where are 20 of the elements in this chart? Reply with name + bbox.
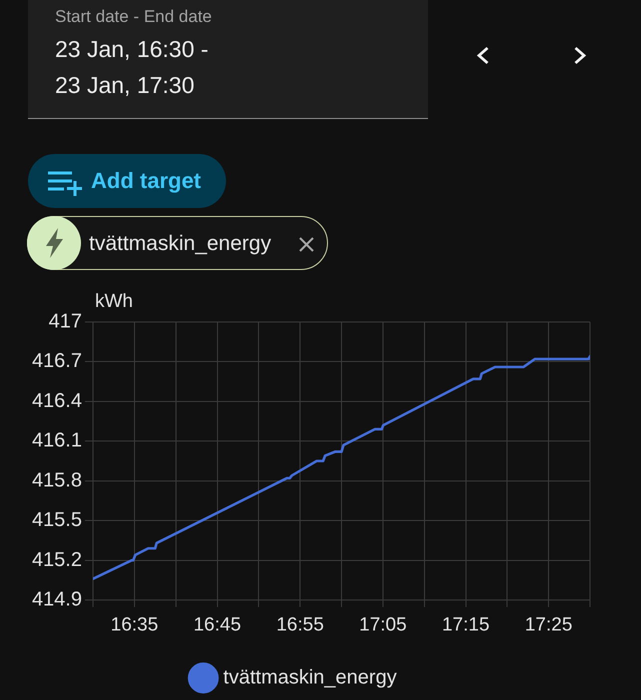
y-tick-label: 416.4 bbox=[32, 390, 82, 412]
text: tvättmaskin_energy bbox=[89, 230, 272, 256]
y-tick-label: 415.2 bbox=[32, 548, 82, 571]
text: Add target bbox=[91, 167, 201, 195]
text: Start date - End date bbox=[55, 6, 212, 27]
y-tick-label: 415.8 bbox=[32, 469, 82, 492]
legend-label: tvättmaskin_energy bbox=[223, 666, 397, 689]
x-tick-label: 17:15 bbox=[442, 614, 490, 636]
y-axis-title: kWh bbox=[95, 291, 133, 312]
y-tick-label: 415.5 bbox=[32, 509, 82, 532]
x-tick-label: 17:25 bbox=[524, 614, 572, 636]
y-tick-label: 414.9 bbox=[32, 588, 82, 611]
x-tick-label: 17:05 bbox=[359, 614, 407, 636]
y-tick-label: 417 bbox=[48, 310, 82, 333]
y-tick-label: 416.7 bbox=[32, 350, 82, 372]
text: 23 Jan, 16:30 - 23 Jan, 17:30 bbox=[55, 35, 210, 100]
x-tick-label: 16:45 bbox=[193, 614, 242, 636]
y-tick-label: 416.1 bbox=[32, 430, 82, 452]
x-tick-label: 16:55 bbox=[276, 614, 324, 636]
x-tick-label: 16:35 bbox=[110, 614, 158, 636]
